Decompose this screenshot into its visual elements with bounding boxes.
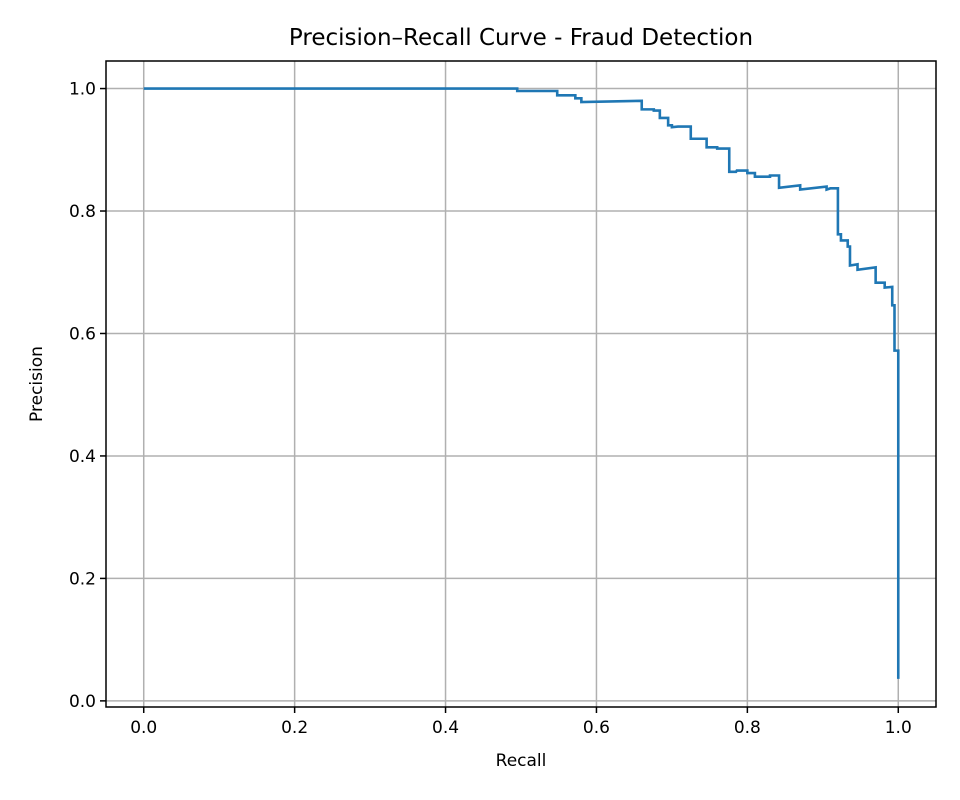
x-tick-label: 0.8 xyxy=(734,718,761,738)
y-axis-ticks: 0.0 0.2 0.4 0.6 0.8 1.0 xyxy=(69,80,106,712)
y-tick-label: 0.2 xyxy=(69,569,96,589)
chart-title: Precision–Recall Curve - Fraud Detection xyxy=(289,25,753,51)
x-tick-label: 0.6 xyxy=(583,718,610,738)
y-tick-label: 0.8 xyxy=(69,202,96,222)
y-tick-label: 0.6 xyxy=(69,324,96,344)
x-tick-label: 0.4 xyxy=(432,718,459,738)
y-axis-label: Precision xyxy=(27,346,47,422)
axes-frame xyxy=(105,60,937,708)
series-line xyxy=(143,87,900,679)
x-tick-label: 0.0 xyxy=(130,718,157,738)
x-axis-label: Recall xyxy=(496,751,547,771)
y-tick-label: 1.0 xyxy=(69,80,96,100)
x-tick-label: 0.2 xyxy=(281,718,308,738)
y-tick-label: 0.0 xyxy=(69,692,96,712)
x-tick-label: 1.0 xyxy=(885,718,912,738)
grid-lines xyxy=(106,61,936,707)
x-axis-ticks: 0.0 0.2 0.4 0.6 0.8 1.0 xyxy=(130,707,912,738)
series-layer xyxy=(143,87,900,679)
y-tick-label: 0.4 xyxy=(69,447,96,467)
